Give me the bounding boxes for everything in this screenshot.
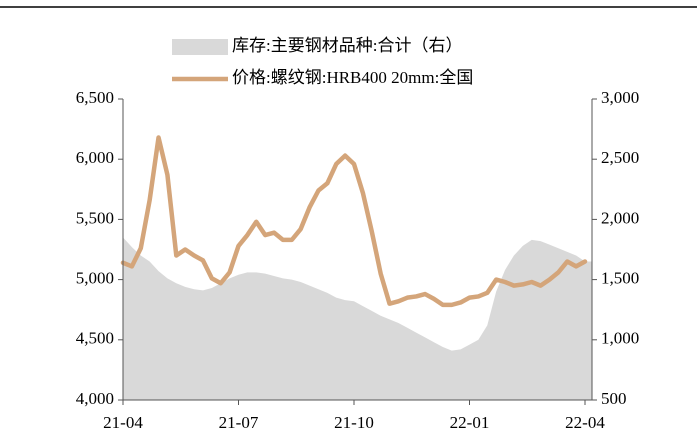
legend-label: 价格:螺纹钢:HRB400 20mm:全国	[232, 68, 473, 87]
y2-tick-label: 500	[601, 389, 627, 408]
x-tick-label: 21-10	[334, 413, 374, 432]
y2-tick-label: 3,000	[601, 88, 639, 107]
y2-tick-label: 2,500	[601, 148, 639, 167]
legend-label: 库存:主要钢材品种:合计（右）	[232, 36, 462, 55]
y2-tick-label: 1,000	[601, 329, 639, 348]
x-tick-label: 21-04	[103, 413, 143, 432]
y-tick-label: 6,500	[76, 88, 114, 107]
y2-tick-label: 1,500	[601, 269, 639, 288]
legend-swatch	[172, 39, 228, 55]
x-tick-label: 21-07	[219, 413, 259, 432]
y-tick-label: 4,500	[76, 329, 114, 348]
y2-tick-label: 2,000	[601, 208, 639, 227]
line	[120, 135, 588, 308]
x-tick-label: 22-01	[450, 413, 490, 432]
y-tick-label: 5,500	[76, 208, 114, 227]
y-tick-label: 6,000	[76, 148, 114, 167]
x-tick-label: 22-04	[565, 413, 605, 432]
area	[123, 237, 592, 400]
y-tick-label: 5,000	[76, 269, 114, 288]
y-tick-label: 4,000	[76, 389, 114, 408]
